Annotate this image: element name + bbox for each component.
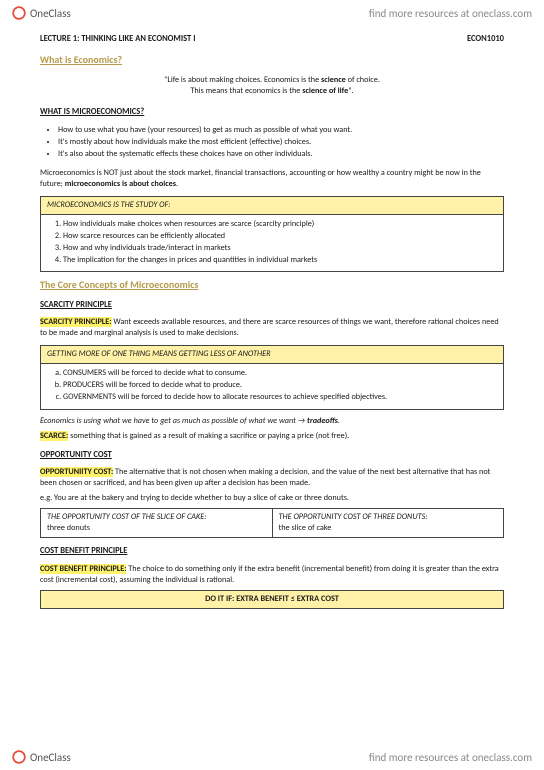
list-item: It's mostly about how individuals make t… <box>58 137 504 148</box>
text-bold: tradeoffs <box>307 416 338 426</box>
document-page: LECTURE 1: THINKING LIKE AN ECONOMIST I … <box>0 26 544 609</box>
text-bold: microeconomics is about choices <box>65 179 176 189</box>
brand-name: OneClass <box>30 751 71 764</box>
paragraph: COST BENEFIT PRINCIPLE: The choice to do… <box>40 564 504 586</box>
logo-icon <box>12 750 26 764</box>
paragraph: OPPORTUNIITY COST: The alternative that … <box>40 467 504 489</box>
section-heading: What is Economics? <box>40 53 504 67</box>
cell-heading: THE OPPORTUNITY COST OF THREE DONUTS: <box>279 512 498 523</box>
logo-icon <box>12 6 26 20</box>
list-item: GOVERNMENTS will be forced to decide how… <box>63 392 497 403</box>
lecture-title: LECTURE 1: THINKING LIKE AN ECONOMIST I <box>40 34 195 45</box>
box-heading: GETTING MORE OF ONE THING MEANS GETTING … <box>41 346 503 364</box>
section-heading: The Core Concepts of Microeconomics <box>40 278 504 292</box>
course-code: ECON1010 <box>467 34 504 45</box>
list-item: It's also about the systematic effects t… <box>58 149 504 160</box>
list-item: The implication for the changes in price… <box>63 255 497 266</box>
text-run: something that is gained as a result of … <box>68 431 349 441</box>
list-item: How and why individuals trade/interact i… <box>63 243 497 254</box>
italic-note: Economics is using what we have to get a… <box>40 416 504 427</box>
paragraph: SCARCE: something that is gained as a re… <box>40 431 504 442</box>
alpha-list: CONSUMERS will be forced to decide what … <box>63 368 497 403</box>
paragraph: Microeconomics is NOT just about the sto… <box>40 168 504 190</box>
subheading: COST BENEFIT PRINCIPLE <box>40 546 504 557</box>
highlight-label: OPPORTUNIITY COST: <box>40 467 113 477</box>
brand-logo: OneClass <box>12 6 71 20</box>
cell-heading: THE OPPORTUNITY COST OF THE SLICE OF CAK… <box>47 512 266 523</box>
header-bar: OneClass find more resources at oneclass… <box>0 0 544 26</box>
info-box: MICROECONOMICS IS THE STUDY OF: How indi… <box>40 196 504 272</box>
highlight-label: COST BENEFIT PRINCIPLE: <box>40 564 126 574</box>
quote-line: This means that economics is the science… <box>190 86 353 96</box>
brand-name: OneClass <box>30 7 71 20</box>
subheading: SCARCITY PRINCIPLE <box>40 300 504 311</box>
highlight-label: SCARCE: <box>40 431 68 441</box>
cell-value: three donuts <box>47 523 266 534</box>
subheading: OPPORTUNITY COST <box>40 450 504 461</box>
info-box: GETTING MORE OF ONE THING MEANS GETTING … <box>40 345 504 409</box>
two-column-box: THE OPPORTUNITY COST OF THE SLICE OF CAK… <box>40 508 504 538</box>
list-item: CONSUMERS will be forced to decide what … <box>63 368 497 379</box>
highlight-rule-box: DO IT IF: EXTRA BENEFIT ≤ EXTRA COST <box>40 590 504 609</box>
box-cell: THE OPPORTUNITY COST OF THREE DONUTS: th… <box>273 509 504 537</box>
footer-bar: OneClass find more resources at oneclass… <box>0 744 544 770</box>
example-text: e.g. You are at the bakery and trying to… <box>40 493 504 504</box>
highlight-label: SCARCITY PRINCIPLE: <box>40 317 112 327</box>
list-item: How scarce resources can be efficiently … <box>63 231 497 242</box>
list-item: PRODUCERS will be forced to decide what … <box>63 380 497 391</box>
quote-block: "Life is about making choices. Economics… <box>40 75 504 97</box>
subheading: WHAT IS MICROECONOMICS? <box>40 107 504 118</box>
bullet-list: How to use what you have (your resources… <box>58 125 504 160</box>
brand-logo: OneClass <box>12 750 71 764</box>
box-heading: MICROECONOMICS IS THE STUDY OF: <box>41 197 503 215</box>
text-run: Economics is using what we have to get a… <box>40 416 307 426</box>
footer-tagline: find more resources at oneclass.com <box>369 751 532 764</box>
header-tagline: find more resources at oneclass.com <box>369 7 532 20</box>
quote-line: "Life is about making choices. Economics… <box>164 75 380 85</box>
cell-value: the slice of cake <box>279 523 498 534</box>
paragraph: SCARCITY PRINCIPLE: Want exceeds availab… <box>40 317 504 339</box>
box-cell: THE OPPORTUNITY COST OF THE SLICE OF CAK… <box>41 509 273 537</box>
numbered-list: How individuals make choices when resour… <box>63 219 497 266</box>
list-item: How individuals make choices when resour… <box>63 219 497 230</box>
list-item: How to use what you have (your resources… <box>58 125 504 136</box>
